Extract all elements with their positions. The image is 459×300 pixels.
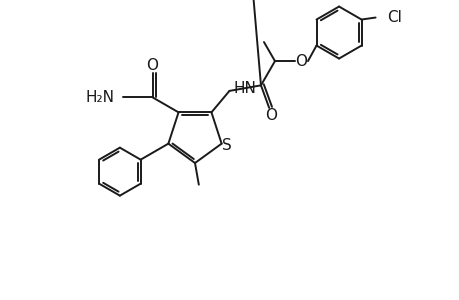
- Text: HN: HN: [233, 81, 256, 96]
- Text: Cl: Cl: [387, 10, 402, 25]
- Text: O: O: [264, 108, 277, 123]
- Text: S: S: [221, 138, 231, 153]
- Text: O: O: [146, 58, 158, 73]
- Text: H₂N: H₂N: [85, 90, 114, 105]
- Text: O: O: [294, 54, 306, 69]
